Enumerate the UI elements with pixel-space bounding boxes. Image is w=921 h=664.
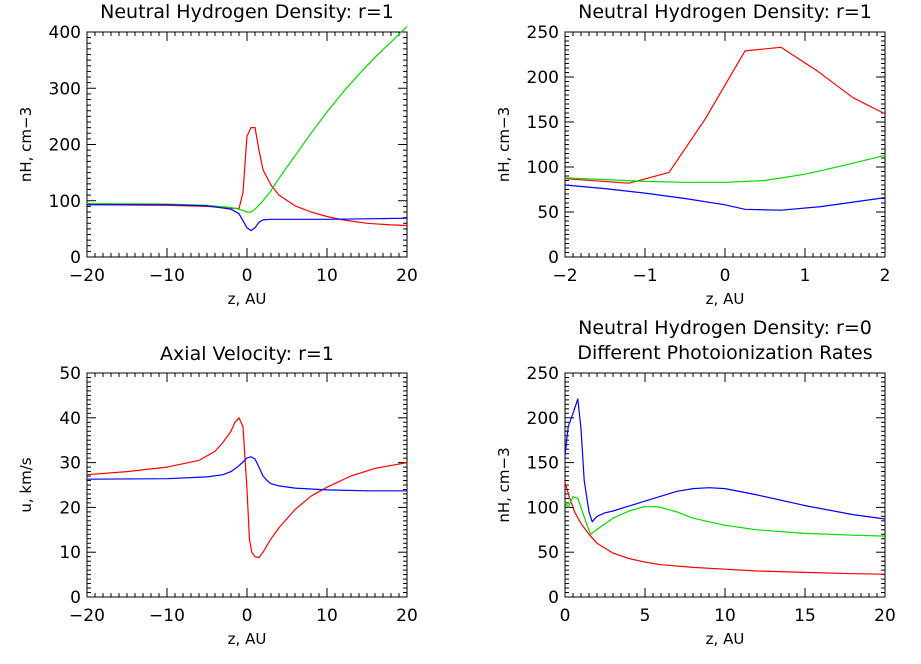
series-line-green [86,25,408,213]
series-line-red [86,417,408,559]
chart-title: Neutral Hydrogen Density: r=0 [578,317,872,339]
x-tick-label: 20 [874,606,896,626]
series-line-green [564,496,886,537]
y-tick-label: 100 [527,498,559,518]
y-tick-label: 150 [527,454,559,474]
x-tick-label: −20 [69,606,105,626]
y-axis-label: nH, cm−3 [495,447,513,522]
y-tick-label: 150 [527,113,559,133]
x-tick-label: 1 [800,266,811,286]
y-tick-label: 50 [537,203,559,223]
plot-frame [564,372,886,598]
x-tick-label: 5 [640,606,651,626]
x-axis-label: z, AU [706,630,745,648]
y-axis-label: nH, cm−3 [17,107,35,182]
x-tick-label: 20 [396,606,418,626]
y-tick-label: 0 [70,248,81,268]
series-line-blue [86,456,407,492]
y-tick-label: 200 [49,136,81,156]
y-tick-label: 50 [59,364,81,384]
y-tick-label: 30 [59,454,81,474]
y-tick-label: 400 [49,23,81,43]
y-tick-label: 0 [548,588,559,608]
x-tick-label: 2 [880,266,891,286]
y-tick-label: 300 [49,79,81,99]
chart-panel-4: Neutral Hydrogen Density: r=0 Different P… [495,317,896,648]
x-tick-label: −10 [149,606,185,626]
x-tick-label: −10 [149,266,185,286]
plot-frame [564,31,886,258]
y-tick-label: 10 [59,543,81,563]
series-line-green [564,154,886,183]
y-axis-label: nH, cm−3 [495,107,513,182]
y-tick-label: 0 [70,588,81,608]
y-tick-label: 50 [537,543,559,563]
y-tick-label: 200 [527,68,559,88]
x-tick-label: 0 [560,606,571,626]
x-axis-label: z, AU [228,290,267,308]
series-line-blue [564,398,886,523]
x-tick-label: 15 [794,606,816,626]
chart-title: Neutral Hydrogen Density: r=1 [100,1,394,23]
x-tick-label: 10 [316,266,338,286]
y-tick-label: 20 [59,498,81,518]
x-tick-label: 0 [242,606,253,626]
y-axis-label: u, km/s [17,457,35,512]
y-tick-label: 100 [49,192,81,212]
x-tick-label: 20 [396,266,418,286]
series-line-blue [564,184,886,211]
chart-title: Neutral Hydrogen Density: r=1 [578,1,872,23]
chart-panel-2: Neutral Hydrogen Density: r=1 −2 −1 0 1 2 0 50 1… [495,1,890,308]
y-tick-label: 40 [59,409,81,429]
chart-panel-1: Neutral Hydrogen Density: r=1 −20 −10 0 10 20… [17,1,418,308]
x-tick-label: 0 [242,266,253,286]
y-tick-label: 200 [527,409,559,429]
x-tick-label: −20 [69,266,105,286]
series-line-red [86,127,408,227]
x-tick-label: 0 [720,266,731,286]
x-tick-label: −1 [632,266,657,286]
x-tick-label: −2 [552,266,577,286]
series-line-red [564,46,886,184]
x-axis-label: z, AU [228,630,267,648]
y-tick-label: 250 [527,23,559,43]
x-axis-label: z, AU [706,290,745,308]
y-tick-label: 250 [527,364,559,384]
x-tick-label: 10 [714,606,736,626]
chart-title: Axial Velocity: r=1 [160,343,334,365]
y-tick-label: 100 [527,158,559,178]
chart-panel-3: Axial Velocity: r=1 −20 −10 0 10 20 0 10 20 30 40 5… [17,343,418,648]
y-tick-label: 0 [548,248,559,268]
chart-title: Different Photoionization Rates [577,342,872,364]
series-line-red [564,482,886,575]
series-line-blue [87,204,408,232]
x-tick-label: 10 [316,606,338,626]
